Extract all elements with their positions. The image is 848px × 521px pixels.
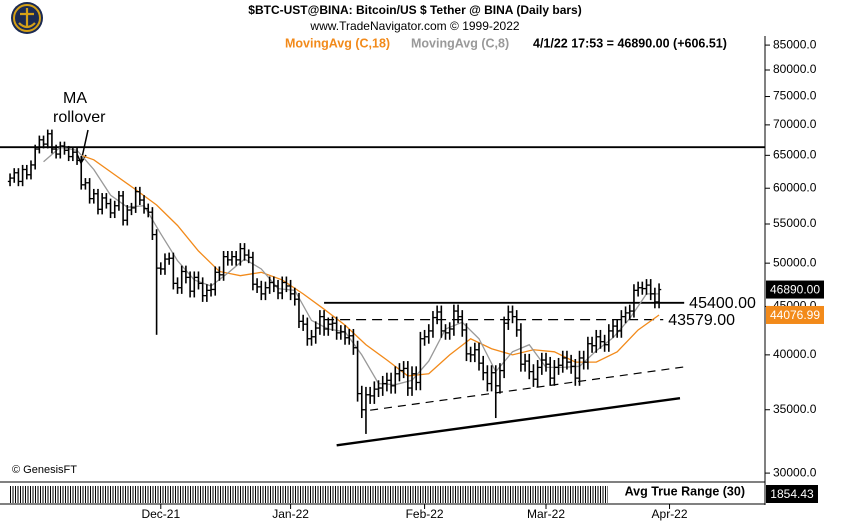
atr-histogram bbox=[10, 486, 608, 503]
x-tick-label: Mar-22 bbox=[527, 507, 565, 521]
last-price-label: 46890.00 bbox=[770, 283, 820, 297]
ma-price-box bbox=[766, 305, 824, 324]
annotation: rollover bbox=[53, 109, 106, 126]
legend-entry: MovingAvg (C,18) bbox=[285, 36, 390, 50]
y-tick-label: 35000.0 bbox=[773, 402, 817, 416]
x-tick-label: Dec-21 bbox=[141, 507, 180, 521]
y-tick-label: 40000.0 bbox=[773, 347, 817, 361]
level-label: 43579.00 bbox=[668, 312, 735, 329]
y-tick-label: 85000.0 bbox=[773, 37, 817, 51]
y-tick-label: 70000.0 bbox=[773, 117, 817, 131]
atr-value-box bbox=[766, 485, 818, 503]
level-label: 45400.00 bbox=[689, 295, 756, 312]
logo bbox=[11, 2, 43, 34]
trendline bbox=[336, 396, 681, 447]
moving-average bbox=[81, 154, 660, 377]
atr-value: 1854.43 bbox=[770, 487, 814, 501]
credit: © GenesisFT bbox=[12, 464, 77, 476]
ma-price-label: 44076.99 bbox=[770, 308, 820, 322]
last-price-box bbox=[766, 280, 824, 299]
chart-title: $BTC-UST@BINA: Bitcoin/US $ Tether @ BIN… bbox=[248, 3, 581, 17]
y-tick-label: 55000.0 bbox=[773, 216, 817, 230]
x-tick-label: Feb-22 bbox=[406, 507, 444, 521]
trendline bbox=[370, 365, 689, 411]
x-tick-label: Apr-22 bbox=[652, 507, 688, 521]
x-tick-label: Jan-22 bbox=[272, 507, 309, 521]
subtitle: www.TradeNavigator.com © 1999-2022 bbox=[309, 19, 519, 33]
status: 4/1/22 17:53 = 46890.00 (+606.51) bbox=[533, 36, 727, 50]
legend-entry: MovingAvg (C,8) bbox=[411, 36, 509, 50]
y-tick-label: 75000.0 bbox=[773, 89, 817, 103]
atr-label: Avg True Range (30) bbox=[625, 484, 745, 498]
y-tick-label: 65000.0 bbox=[773, 148, 817, 162]
annotation: MA bbox=[63, 90, 87, 107]
y-tick-label: 50000.0 bbox=[773, 255, 817, 269]
y-tick-label: 30000.0 bbox=[773, 465, 817, 479]
y-tick-label: 60000.0 bbox=[773, 180, 817, 194]
y-tick-label: 80000.0 bbox=[773, 62, 817, 76]
